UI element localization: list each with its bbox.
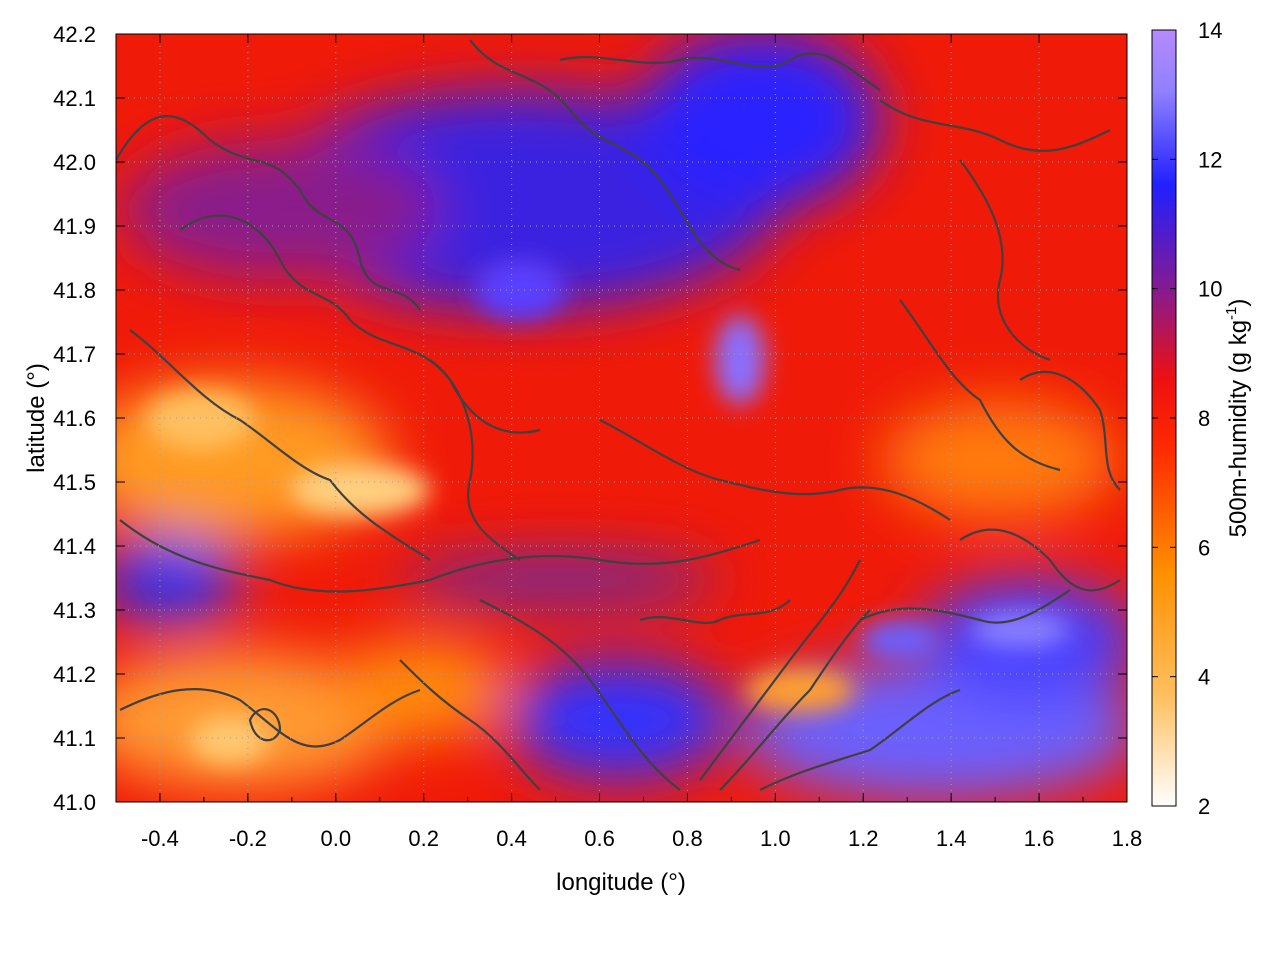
contour-line xyxy=(399,659,541,791)
y-tick-label: 41.5 xyxy=(53,470,96,495)
colorbar-label: 500m-humidity (g kg-1) xyxy=(1223,299,1252,538)
moist-band-central xyxy=(400,555,720,605)
colorbar-label-superscript: -1 xyxy=(1223,307,1240,320)
contour-line xyxy=(599,419,951,521)
contour-lines xyxy=(116,39,1121,791)
contour-line xyxy=(429,359,521,561)
y-axis: 41.0 41.1 41.2 41.3 41.4 41.5 41.6 41.7 41.8 41.9… xyxy=(53,22,1127,815)
contour-line xyxy=(1019,370,1121,491)
x-tick-label: 1.8 xyxy=(1112,826,1143,851)
x-tick-label: 1.4 xyxy=(936,826,967,851)
colorbar-tick-label: 14 xyxy=(1198,18,1222,43)
x-tick-label: 1.2 xyxy=(848,826,879,851)
y-tick-label: 41.9 xyxy=(53,214,96,239)
contour-line xyxy=(179,214,541,434)
colorbar-tick-label: 6 xyxy=(1198,535,1210,560)
y-tick-label: 41.1 xyxy=(53,726,96,751)
colorbar-axis: 2 4 6 8 10 12 14 xyxy=(1152,18,1222,819)
colorbar-tick-label: 2 xyxy=(1198,794,1210,819)
contour-line xyxy=(119,688,421,748)
humid-region-south xyxy=(510,660,730,780)
y-tick-label: 41.6 xyxy=(53,406,96,431)
humid-patch-2 xyxy=(970,612,1070,648)
x-tick-label: -0.2 xyxy=(229,826,267,851)
contour-line xyxy=(116,115,421,311)
dry-region-southwest xyxy=(116,650,400,790)
x-tick-label: 0.2 xyxy=(408,826,439,851)
colorbar-tick-label: 8 xyxy=(1198,406,1210,431)
colorbar-tick-label: 10 xyxy=(1198,277,1222,302)
colorbar-label-end: ) xyxy=(1225,299,1252,307)
y-tick-label: 41.7 xyxy=(53,342,96,367)
dry-patch-coast xyxy=(745,668,855,712)
x-tick-label: 1.0 xyxy=(760,826,791,851)
contour-line xyxy=(899,299,1061,472)
y-tick-label: 42.2 xyxy=(53,22,96,47)
colorbar-tick-label: 12 xyxy=(1198,147,1222,172)
y-axis-label: latitude (°) xyxy=(23,363,50,473)
contour-line xyxy=(699,559,861,781)
contour-line xyxy=(559,52,881,91)
contour-line xyxy=(639,599,791,624)
x-tick-label: 1.6 xyxy=(1024,826,1055,851)
humid-region-west xyxy=(116,535,240,625)
x-tick-label: 0.0 xyxy=(320,826,351,851)
x-axis: -0.4 -0.2 0.0 0.2 0.4 0.6 0.8 1.0 1.2 1.4 1.6 1.8 xyxy=(115,34,1143,851)
contour-line xyxy=(479,599,681,791)
contour-line xyxy=(129,329,431,561)
humid-patch-4 xyxy=(475,260,565,320)
contour-line xyxy=(719,609,871,791)
contour-line xyxy=(469,39,741,272)
y-tick-label: 41.8 xyxy=(53,278,96,303)
contour-line xyxy=(959,528,1121,592)
y-tick-label: 41.0 xyxy=(53,790,96,815)
very-dry-patch-3 xyxy=(190,716,270,764)
contour-line xyxy=(879,99,1111,152)
moist-band-north xyxy=(120,140,440,280)
y-tick-label: 41.3 xyxy=(53,598,96,623)
contour-line xyxy=(959,159,1051,362)
very-dry-patch-2 xyxy=(145,390,255,450)
colorbar-label-main: 500m-humidity (g kg xyxy=(1225,320,1252,537)
contour-line xyxy=(859,589,1071,624)
y-tick-label: 41.2 xyxy=(53,662,96,687)
x-tick-label: -0.4 xyxy=(141,826,179,851)
humid-patch-3 xyxy=(860,620,940,660)
colorbar-tick-label: 4 xyxy=(1198,665,1210,690)
contour-line xyxy=(759,688,961,791)
y-tick-label: 42.0 xyxy=(53,150,96,175)
x-tick-label: 0.4 xyxy=(496,826,527,851)
x-tick-label: 0.6 xyxy=(584,826,615,851)
heatmap-field xyxy=(116,34,1127,802)
x-tick-label: 0.8 xyxy=(672,826,703,851)
dry-region-east xyxy=(880,400,1120,520)
humid-patch-1 xyxy=(715,315,765,405)
contour-line xyxy=(119,519,761,593)
y-tick-label: 42.1 xyxy=(53,86,96,111)
y-tick-label: 41.4 xyxy=(53,534,96,559)
x-axis-label: longitude (°) xyxy=(556,869,686,896)
contour-line xyxy=(248,708,282,742)
humid-region-northeast xyxy=(640,34,880,210)
